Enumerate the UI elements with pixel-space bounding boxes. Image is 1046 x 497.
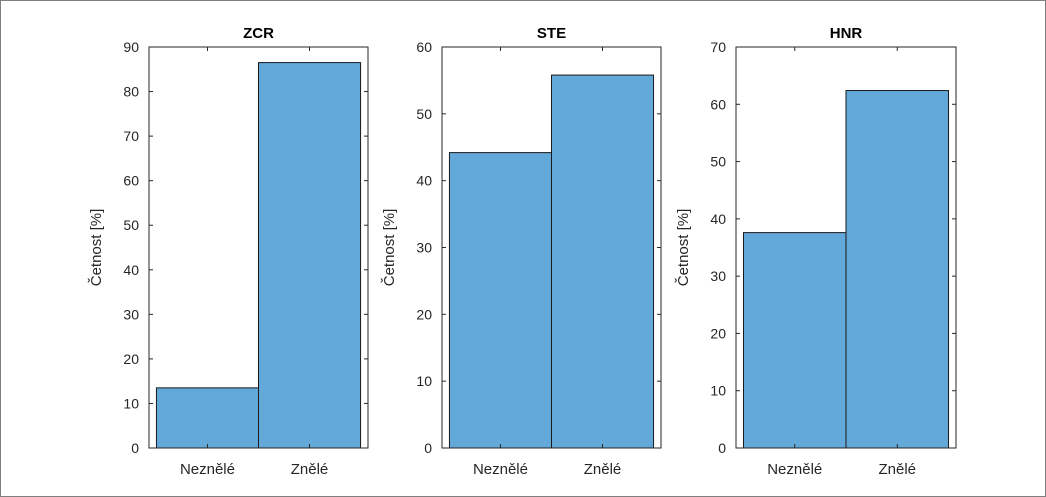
bar-neznělé	[155, 387, 259, 449]
x-tick-label: Neznělé	[180, 461, 235, 478]
y-tick-label: 70	[710, 39, 726, 55]
chart-panel-hnr: 0 10 20 30 40 50 60 70 Neznělé Znělé HNR Četnost [%…	[675, 25, 957, 478]
y-tick-label: 50	[710, 154, 726, 170]
y-tick-label: 10	[123, 395, 139, 411]
chart-title: ZCR	[243, 25, 274, 42]
chart-panel-zcr: 0 10 20 30 40 50 60 70 80 90 Neznělé Znělé ZCR Četnos…	[88, 25, 369, 478]
y-tick-label: 10	[710, 383, 726, 399]
x-tick-label: Neznělé	[473, 461, 528, 478]
x-tick-label: Znělé	[878, 461, 916, 478]
chart-title: HNR	[830, 25, 863, 42]
y-tick-label: 30	[416, 240, 432, 256]
bar-znělé	[845, 90, 950, 449]
chart-title: STE	[537, 25, 566, 42]
x-tick-label: Znělé	[291, 461, 329, 478]
y-axis-label: Četnost [%]	[88, 209, 105, 287]
y-tick-label: 40	[710, 211, 726, 227]
y-tick-label: 40	[123, 262, 139, 278]
axes-box	[735, 46, 957, 449]
y-tick-label: 60	[123, 173, 139, 189]
chart-panel-ste: 0 10 20 30 40 50 60 Neznělé Znělé STE Četnost [%]	[381, 25, 662, 478]
axes-box	[148, 46, 369, 449]
bar-neznělé	[742, 232, 847, 449]
y-tick-label: 30	[123, 306, 139, 322]
y-axis-label: Četnost [%]	[381, 209, 398, 287]
y-tick-label: 80	[123, 84, 139, 100]
x-tick-label: Neznělé	[767, 461, 822, 478]
y-tick-label: 20	[710, 325, 726, 341]
y-axis-label: Četnost [%]	[675, 209, 692, 287]
y-tick-label: 0	[131, 440, 139, 456]
y-tick-label: 0	[424, 440, 432, 456]
y-tick-label: 50	[416, 106, 432, 122]
y-tick-label: 40	[416, 173, 432, 189]
x-tick-label: Znělé	[584, 461, 622, 478]
y-tick-label: 10	[416, 373, 432, 389]
y-tick-label: 0	[718, 440, 726, 456]
y-tick-label: 50	[123, 217, 139, 233]
y-tick-label: 60	[710, 96, 726, 112]
bar-znělé	[551, 74, 655, 449]
y-tick-label: 20	[123, 351, 139, 367]
y-tick-label: 30	[710, 268, 726, 284]
y-tick-label: 90	[123, 39, 139, 55]
y-tick-label: 70	[123, 128, 139, 144]
y-tick-label: 60	[416, 39, 432, 55]
bar-neznělé	[448, 152, 553, 449]
bar-znělé	[258, 62, 362, 449]
y-tick-label: 20	[416, 306, 432, 322]
